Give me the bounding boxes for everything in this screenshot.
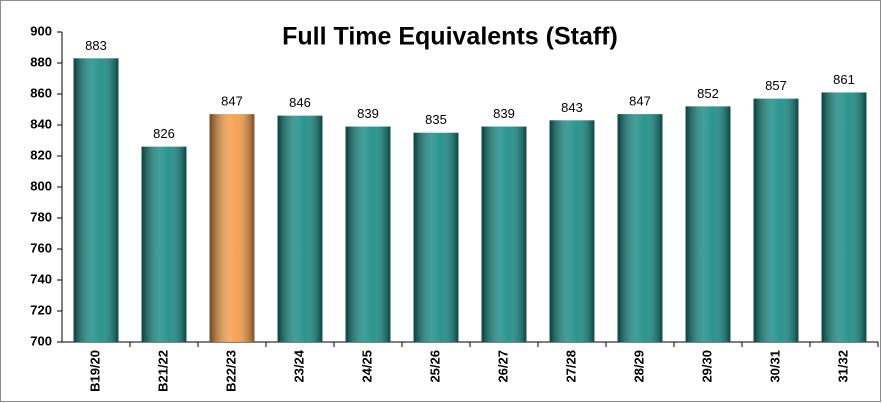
y-tick-label: 860 [30,85,52,100]
x-tick-label: B19/20 [87,350,102,392]
value-label: 826 [153,126,175,141]
x-tick-label: 27/28 [563,350,578,383]
bar-shading [209,114,255,343]
y-tick-label: 840 [30,116,52,131]
value-label: 883 [85,38,107,53]
bar-shading [413,132,459,342]
x-tick-label: B22/23 [223,350,238,392]
value-label: 839 [357,106,379,121]
value-label: 847 [629,94,651,109]
value-label: 839 [493,106,515,121]
x-tick-label: B21/22 [155,350,170,392]
y-tick-label: 700 [30,333,52,348]
bar-shading [345,126,391,342]
bar-shading [73,58,119,342]
x-tick-label: 25/26 [427,350,442,383]
chart-title: Full Time Equivalents (Staff) [282,23,618,51]
x-tick-label: 30/31 [767,350,782,383]
y-tick-label: 800 [30,178,52,193]
bar-shading [685,106,731,343]
value-label: 846 [289,95,311,110]
value-label: 857 [765,78,787,93]
x-tick-label: 31/32 [835,350,850,383]
bar-shading [617,114,663,343]
bar-shading [141,146,187,342]
value-label: 852 [697,86,719,101]
x-tick-label: 23/24 [291,349,306,382]
value-label: 843 [561,100,583,115]
bar-shading [753,98,799,343]
bar-shading [549,120,595,342]
bar-shading [277,115,323,342]
y-tick-label: 900 [30,23,52,38]
y-tick-label: 880 [30,54,52,69]
value-label: 861 [833,72,855,87]
x-tick-label: 24/25 [359,350,374,383]
bar-shading [481,126,527,342]
bar-shading [821,92,867,342]
y-tick-label: 720 [30,302,52,317]
x-tick-label: 28/29 [631,350,646,383]
x-tick-label: 26/27 [495,350,510,383]
value-label: 847 [221,94,243,109]
y-tick-label: 820 [30,147,52,162]
value-label: 835 [425,112,447,127]
y-tick-label: 740 [30,271,52,286]
y-tick-label: 780 [30,209,52,224]
y-tick-label: 760 [30,240,52,255]
x-tick-label: 29/30 [699,350,714,383]
